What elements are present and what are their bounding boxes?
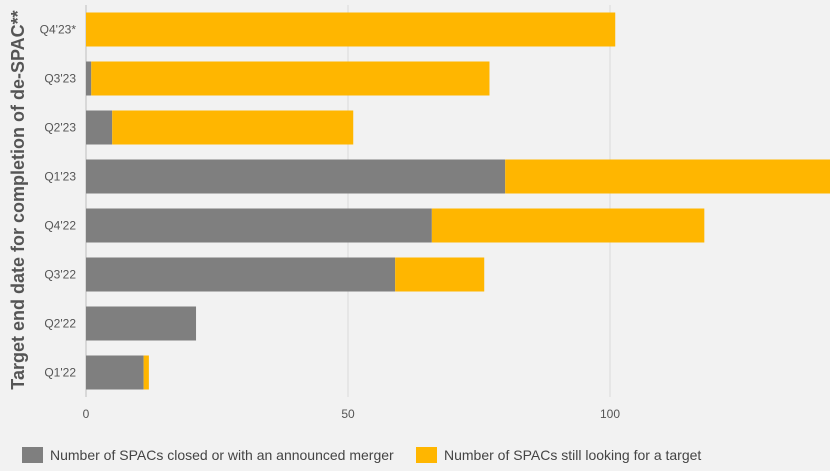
x-tick-label: 50 — [341, 407, 355, 421]
y-tick-label: Q3'22 — [44, 268, 76, 282]
y-axis-ticks: Q4'23* Q3'23 Q2'23 Q1'23 Q4'22 Q3'22 Q2'22 Q1'2… — [40, 23, 77, 380]
x-tick-label: 0 — [83, 407, 90, 421]
bar-segment-closed — [86, 355, 144, 390]
bar-segment-looking — [86, 12, 616, 47]
bar-segment-looking — [395, 257, 485, 292]
bar-segment-looking — [91, 61, 490, 96]
y-tick-label: Q2'22 — [44, 317, 76, 331]
bar-segment-closed — [86, 159, 506, 194]
legend-item: Number of SPACs still looking for a targ… — [416, 447, 701, 463]
legend-item: Number of SPACs closed or with an announ… — [22, 447, 394, 463]
y-tick-label: Q3'23 — [44, 72, 76, 86]
y-tick-label: Q4'22 — [44, 219, 76, 233]
bar-segment-closed — [86, 306, 197, 341]
bar-segment-looking — [431, 208, 705, 243]
legend-swatch — [416, 447, 437, 463]
bar-segment-closed — [86, 110, 113, 145]
y-tick-label: Q2'23 — [44, 121, 76, 135]
bar-segment-looking — [112, 110, 354, 145]
legend-label: Number of SPACs closed or with an announ… — [50, 447, 394, 463]
y-tick-label: Q1'23 — [44, 170, 76, 184]
legend: Number of SPACs closed or with an announ… — [22, 447, 701, 463]
legend-label: Number of SPACs still looking for a targ… — [444, 447, 701, 463]
bar-segment-looking — [143, 355, 149, 390]
x-tick-label: 100 — [600, 407, 620, 421]
bars — [86, 12, 830, 390]
bar-segment-closed — [86, 208, 432, 243]
y-tick-label: Q4'23* — [40, 23, 77, 37]
bar-segment-closed — [86, 61, 92, 96]
y-axis-label: Target end date for completion of de-SPA… — [8, 10, 28, 389]
bar-segment-looking — [505, 159, 830, 194]
y-tick-label: Q1'22 — [44, 366, 76, 380]
legend-swatch — [22, 447, 43, 463]
bar-segment-closed — [86, 257, 396, 292]
x-axis-ticks: 050100150200250 — [83, 407, 621, 421]
